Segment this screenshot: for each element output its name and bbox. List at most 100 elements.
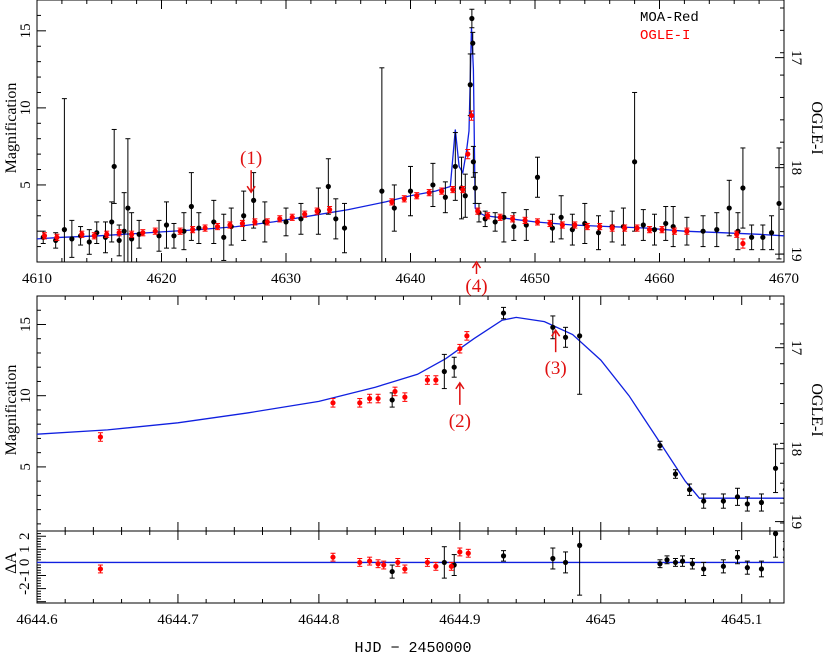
data-point [97, 566, 104, 572]
data-point [622, 225, 628, 231]
data-point [330, 400, 336, 406]
data-point [97, 434, 104, 440]
data-point [559, 222, 565, 228]
data-point [782, 487, 784, 492]
x-tick-label: 4620 [147, 271, 177, 287]
annotation-arrowhead [246, 185, 256, 194]
data-point [283, 219, 289, 225]
data-point [424, 559, 431, 566]
data-point [433, 563, 439, 569]
data-point [511, 223, 517, 230]
data-point [475, 208, 481, 214]
data-point [79, 231, 85, 237]
middle-plot-area [37, 296, 784, 512]
data-point [562, 559, 569, 566]
residual-y-axis-label: ΔA [3, 552, 20, 574]
data-point [679, 558, 686, 564]
right-tick-label: 18 [788, 441, 804, 456]
data-point [597, 223, 603, 230]
data-point [734, 231, 740, 237]
data-point [550, 324, 556, 330]
data-point [577, 542, 583, 549]
panel-residuals: 4644.6 4644.7 4644.8 4644.9 4645 4645.1 -2-1 0 1… [16, 530, 785, 628]
data-point [772, 531, 779, 537]
data-point [109, 219, 115, 225]
annotation-arrowhead [455, 381, 465, 390]
data-point [452, 163, 458, 170]
data-point [333, 216, 339, 222]
panel-middle: 5 10 15 17 18 19 (2) (3) [18, 295, 804, 532]
data-point [659, 227, 665, 233]
top-plot-area [37, 8, 784, 262]
data-point [744, 565, 750, 571]
data-point [448, 563, 454, 569]
data-point [125, 205, 131, 211]
data-point [86, 239, 92, 245]
y-tick-label: 0 [17, 559, 33, 567]
data-point [734, 494, 741, 500]
x-tick-label: 4640 [396, 271, 426, 287]
data-point [395, 559, 401, 566]
data-point [509, 216, 516, 222]
annotation-arrowhead [471, 260, 482, 269]
data-point [550, 555, 556, 562]
data-point [464, 333, 470, 339]
data-point [534, 174, 541, 180]
data-point [181, 228, 187, 234]
x-tick-label: 4630 [271, 271, 301, 287]
y-tick-label: 5 [18, 181, 34, 189]
data-point [701, 498, 707, 504]
data-point [402, 566, 408, 572]
y-tick-label: 10 [18, 100, 34, 115]
data-point [381, 562, 387, 568]
data-point [657, 442, 663, 449]
data-point [439, 188, 445, 194]
data-point [664, 557, 670, 563]
data-point [402, 394, 408, 400]
data-point [129, 231, 135, 237]
data-point [749, 234, 755, 240]
series-ogle-i [97, 331, 470, 442]
y-tick-label: 1 [17, 546, 33, 554]
data-point [577, 333, 583, 339]
data-point [116, 230, 122, 236]
data-point [221, 234, 227, 240]
data-point [451, 364, 457, 370]
data-point [54, 234, 60, 240]
data-point [470, 159, 476, 165]
data-point [264, 219, 270, 225]
annotation-label: (1) [240, 148, 262, 169]
x-tick-label: 4644.7 [157, 612, 199, 628]
data-point [663, 220, 669, 227]
data-point [375, 561, 381, 567]
x-tick-label: 4650 [520, 271, 550, 287]
y-tick-label: -2 [17, 582, 33, 595]
panel-top: 4610 4620 4630 4640 4650 4660 4670 5 10 15 17 18 19 (… [18, 0, 804, 297]
data-point [326, 207, 333, 213]
data-point [407, 188, 414, 194]
data-point [325, 183, 331, 190]
data-point [91, 233, 97, 239]
data-point [330, 554, 336, 560]
data-point [547, 220, 553, 227]
data-point [726, 205, 732, 211]
data-point [460, 186, 466, 193]
data-point [121, 228, 127, 234]
data-point [116, 237, 122, 244]
right-tick-label: 19 [788, 514, 804, 529]
data-point [392, 388, 398, 395]
model-curve [37, 316, 784, 499]
data-point [758, 566, 765, 572]
data-point [457, 346, 463, 352]
data-point [772, 465, 779, 471]
right-tick-label: 19 [788, 247, 804, 262]
data-point [758, 499, 765, 506]
data-point [251, 197, 257, 203]
x-tick-label: 4644.8 [298, 612, 339, 628]
data-point [442, 194, 448, 200]
data-point [196, 225, 202, 231]
top-y-axis-label: Magnification [3, 83, 20, 174]
data-point [609, 225, 615, 231]
right-tick-label: 18 [788, 160, 804, 175]
